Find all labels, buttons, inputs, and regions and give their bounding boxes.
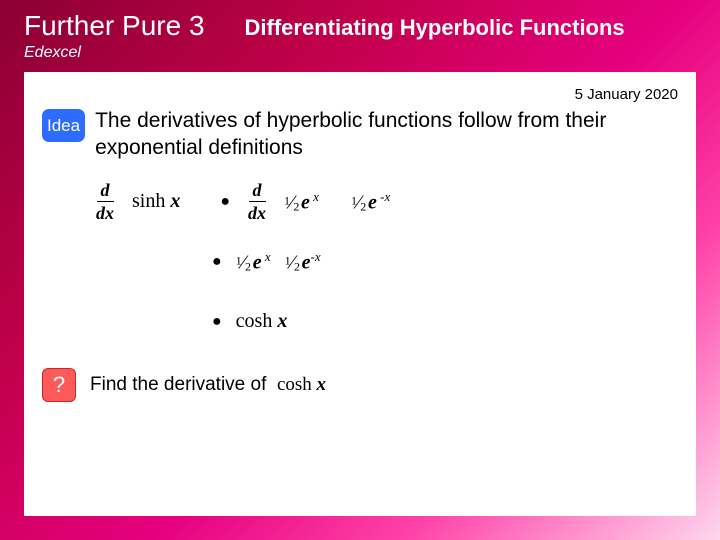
idea-row: Idea The derivatives of hyperbolic funct… (42, 107, 678, 162)
idea-text: The derivatives of hyperbolic functions … (95, 107, 678, 162)
question-fn: cosh (277, 374, 312, 395)
half-e-x: 1⁄2 e x (284, 189, 319, 215)
math-line-2: ● 1⁄2 e x 1⁄2 e-x (212, 240, 678, 284)
course-title: Further Pure 3 (24, 10, 205, 42)
exam-board: Edexcel (24, 44, 696, 62)
dx-den-2: dx (248, 203, 266, 223)
cosh-fn: cosh (236, 310, 273, 332)
half-e-negx: 1⁄2 e -x (351, 189, 390, 215)
header-row: Further Pure 3 Differentiating Hyperboli… (24, 10, 696, 42)
question-badge: ? (42, 368, 76, 402)
d-num: d (101, 180, 110, 200)
question-prompt: Find the derivative of (90, 374, 266, 395)
sinh-fn: sinh (132, 190, 165, 212)
half-e-negx-2: 1⁄2 e-x (285, 249, 321, 275)
question-var: x (317, 374, 327, 395)
ddx-frac-2: d dx (244, 181, 270, 222)
math-line-1: d dx sinh x ● d dx 1⁄2 e x 1⁄2 e -x (92, 180, 678, 224)
dx-den: dx (96, 203, 114, 223)
d-num-2: d (253, 180, 262, 200)
ddx-frac: d dx (92, 181, 118, 222)
var-x-3: x (277, 310, 287, 332)
math-line-3: ● cosh x (212, 300, 678, 344)
half-e-x-2: 1⁄2 e x (236, 249, 271, 275)
derivation-block: d dx sinh x ● d dx 1⁄2 e x 1⁄2 e -x ● 1⁄… (92, 180, 678, 344)
content-panel: 5 January 2020 Idea The derivatives of h… (24, 72, 696, 516)
slide-header: Further Pure 3 Differentiating Hyperboli… (0, 0, 720, 68)
eq-bullet-3: ● (212, 313, 222, 331)
question-text: Find the derivative of cosh x (90, 374, 326, 396)
slide-date: 5 January 2020 (42, 86, 678, 103)
var-x-1: x (170, 190, 180, 212)
question-row: ? Find the derivative of cosh x (42, 368, 678, 402)
eq-bullet-2: ● (212, 253, 222, 271)
eq-bullet-1: ● (220, 193, 230, 211)
idea-badge: Idea (42, 109, 85, 142)
topic-title: Differentiating Hyperbolic Functions (245, 15, 625, 41)
